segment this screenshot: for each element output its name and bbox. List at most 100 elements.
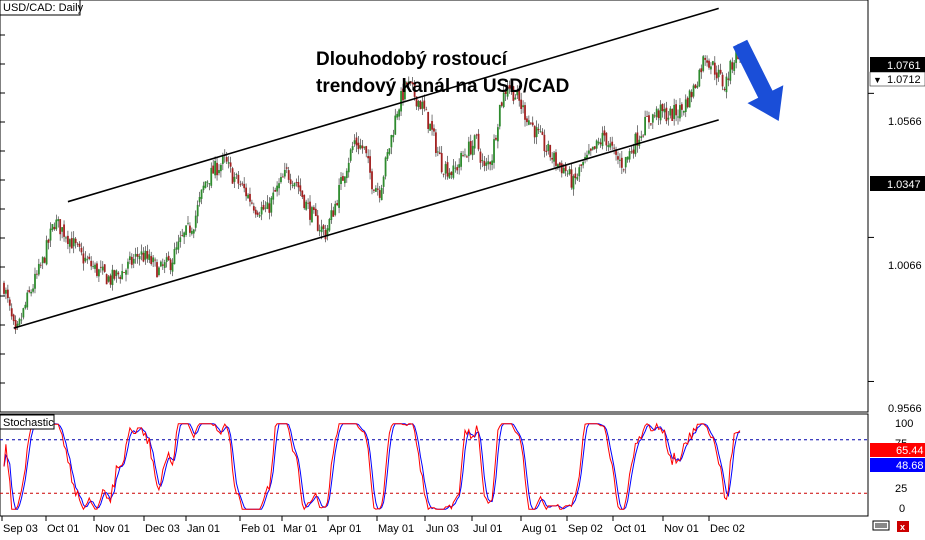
candle-body	[252, 206, 255, 211]
candle-body	[144, 250, 147, 260]
candle-body	[611, 141, 614, 146]
candle-body	[553, 152, 555, 162]
candle-body	[417, 101, 420, 108]
candle-body	[24, 304, 27, 309]
candle-body	[578, 167, 581, 177]
candle-body	[123, 272, 125, 273]
scroll-icon[interactable]	[872, 520, 890, 531]
candle-body	[274, 189, 277, 192]
candle-body	[692, 85, 695, 97]
candle-body	[729, 60, 732, 81]
stochastic-tick: 0	[899, 503, 905, 515]
candle-body	[545, 150, 548, 152]
stochastic-label-red: 65.44	[896, 445, 924, 457]
candle-body	[61, 227, 64, 232]
candle-body	[454, 167, 457, 169]
candle-body	[158, 267, 160, 275]
candle-body	[661, 103, 664, 112]
candle-body	[727, 78, 730, 80]
candle-body	[82, 253, 85, 264]
candle-body	[210, 167, 213, 186]
x-axis-label: Feb 01	[241, 523, 275, 535]
candle-body	[421, 101, 424, 109]
stochastic-line-blue	[3, 423, 741, 510]
candle-body	[285, 167, 288, 169]
candle-body	[413, 82, 416, 97]
candle-body	[138, 255, 141, 260]
candle-body	[442, 173, 445, 175]
candle-body	[134, 253, 137, 257]
candle-body	[570, 169, 573, 188]
candle-body	[597, 141, 600, 144]
candle-body	[595, 140, 598, 149]
candle-body	[667, 117, 670, 120]
candle-body	[68, 239, 71, 247]
candle-body	[94, 264, 96, 269]
candle-body	[330, 210, 333, 221]
candle-body	[80, 247, 83, 253]
candle-body	[619, 159, 621, 161]
candle-body	[624, 157, 627, 168]
x-axis-label: Jan 01	[187, 523, 220, 535]
x-axis-label: Oct 01	[614, 523, 646, 535]
candle-body	[311, 207, 313, 223]
candle-body	[5, 289, 7, 294]
candle-body	[194, 215, 197, 228]
candle-body	[130, 256, 133, 265]
candle-body	[394, 115, 397, 135]
x-axis-label: Apr 01	[329, 523, 361, 535]
candle-body	[673, 105, 676, 119]
candle-body	[314, 208, 317, 217]
x-axis-label: Jun 03	[426, 523, 459, 535]
candle-body	[694, 84, 697, 88]
candle-body	[268, 203, 271, 213]
stochastic-line-red	[3, 422, 741, 511]
channel-line-lower	[13, 119, 719, 329]
candle-body	[22, 308, 25, 318]
candle-body	[433, 128, 435, 132]
candle-body	[390, 135, 393, 148]
candle-body	[233, 176, 236, 182]
candle-body	[398, 109, 401, 117]
candle-body	[431, 121, 433, 130]
candle-body	[378, 190, 381, 198]
candle-body	[229, 162, 232, 167]
candle-body	[37, 263, 40, 275]
price-label-box	[870, 176, 925, 191]
candle-body	[603, 130, 606, 136]
candle-body	[115, 270, 118, 277]
candle-body	[125, 270, 127, 275]
candle-body	[374, 188, 377, 192]
candle-body	[332, 210, 335, 217]
candle-body	[349, 149, 352, 161]
candle-body	[584, 156, 586, 160]
candle-body	[237, 174, 240, 184]
candle-body	[266, 202, 269, 209]
candle-body	[717, 69, 720, 78]
candle-body	[460, 152, 462, 167]
candle-body	[361, 145, 364, 149]
candle-body	[735, 46, 738, 63]
candle-body	[620, 157, 623, 168]
candle-body	[49, 228, 52, 241]
candle-body	[28, 290, 31, 293]
candle-body	[702, 56, 705, 71]
candle-body	[322, 225, 325, 230]
candle-body	[12, 314, 15, 322]
candle-body	[103, 264, 106, 272]
candle-body	[710, 66, 712, 70]
candle-body	[487, 161, 490, 165]
candle-body	[471, 145, 474, 156]
candle-body	[607, 145, 610, 148]
candle-body	[351, 146, 354, 151]
candle-body	[220, 164, 222, 172]
price-tick: 0.9566	[888, 403, 922, 415]
candle-body	[665, 107, 668, 122]
close-icon[interactable]: x	[897, 521, 909, 532]
candle-body	[684, 99, 687, 113]
candle-body	[63, 224, 65, 237]
candle-body	[334, 203, 337, 215]
candle-body	[535, 127, 538, 138]
candle-body	[51, 224, 54, 230]
